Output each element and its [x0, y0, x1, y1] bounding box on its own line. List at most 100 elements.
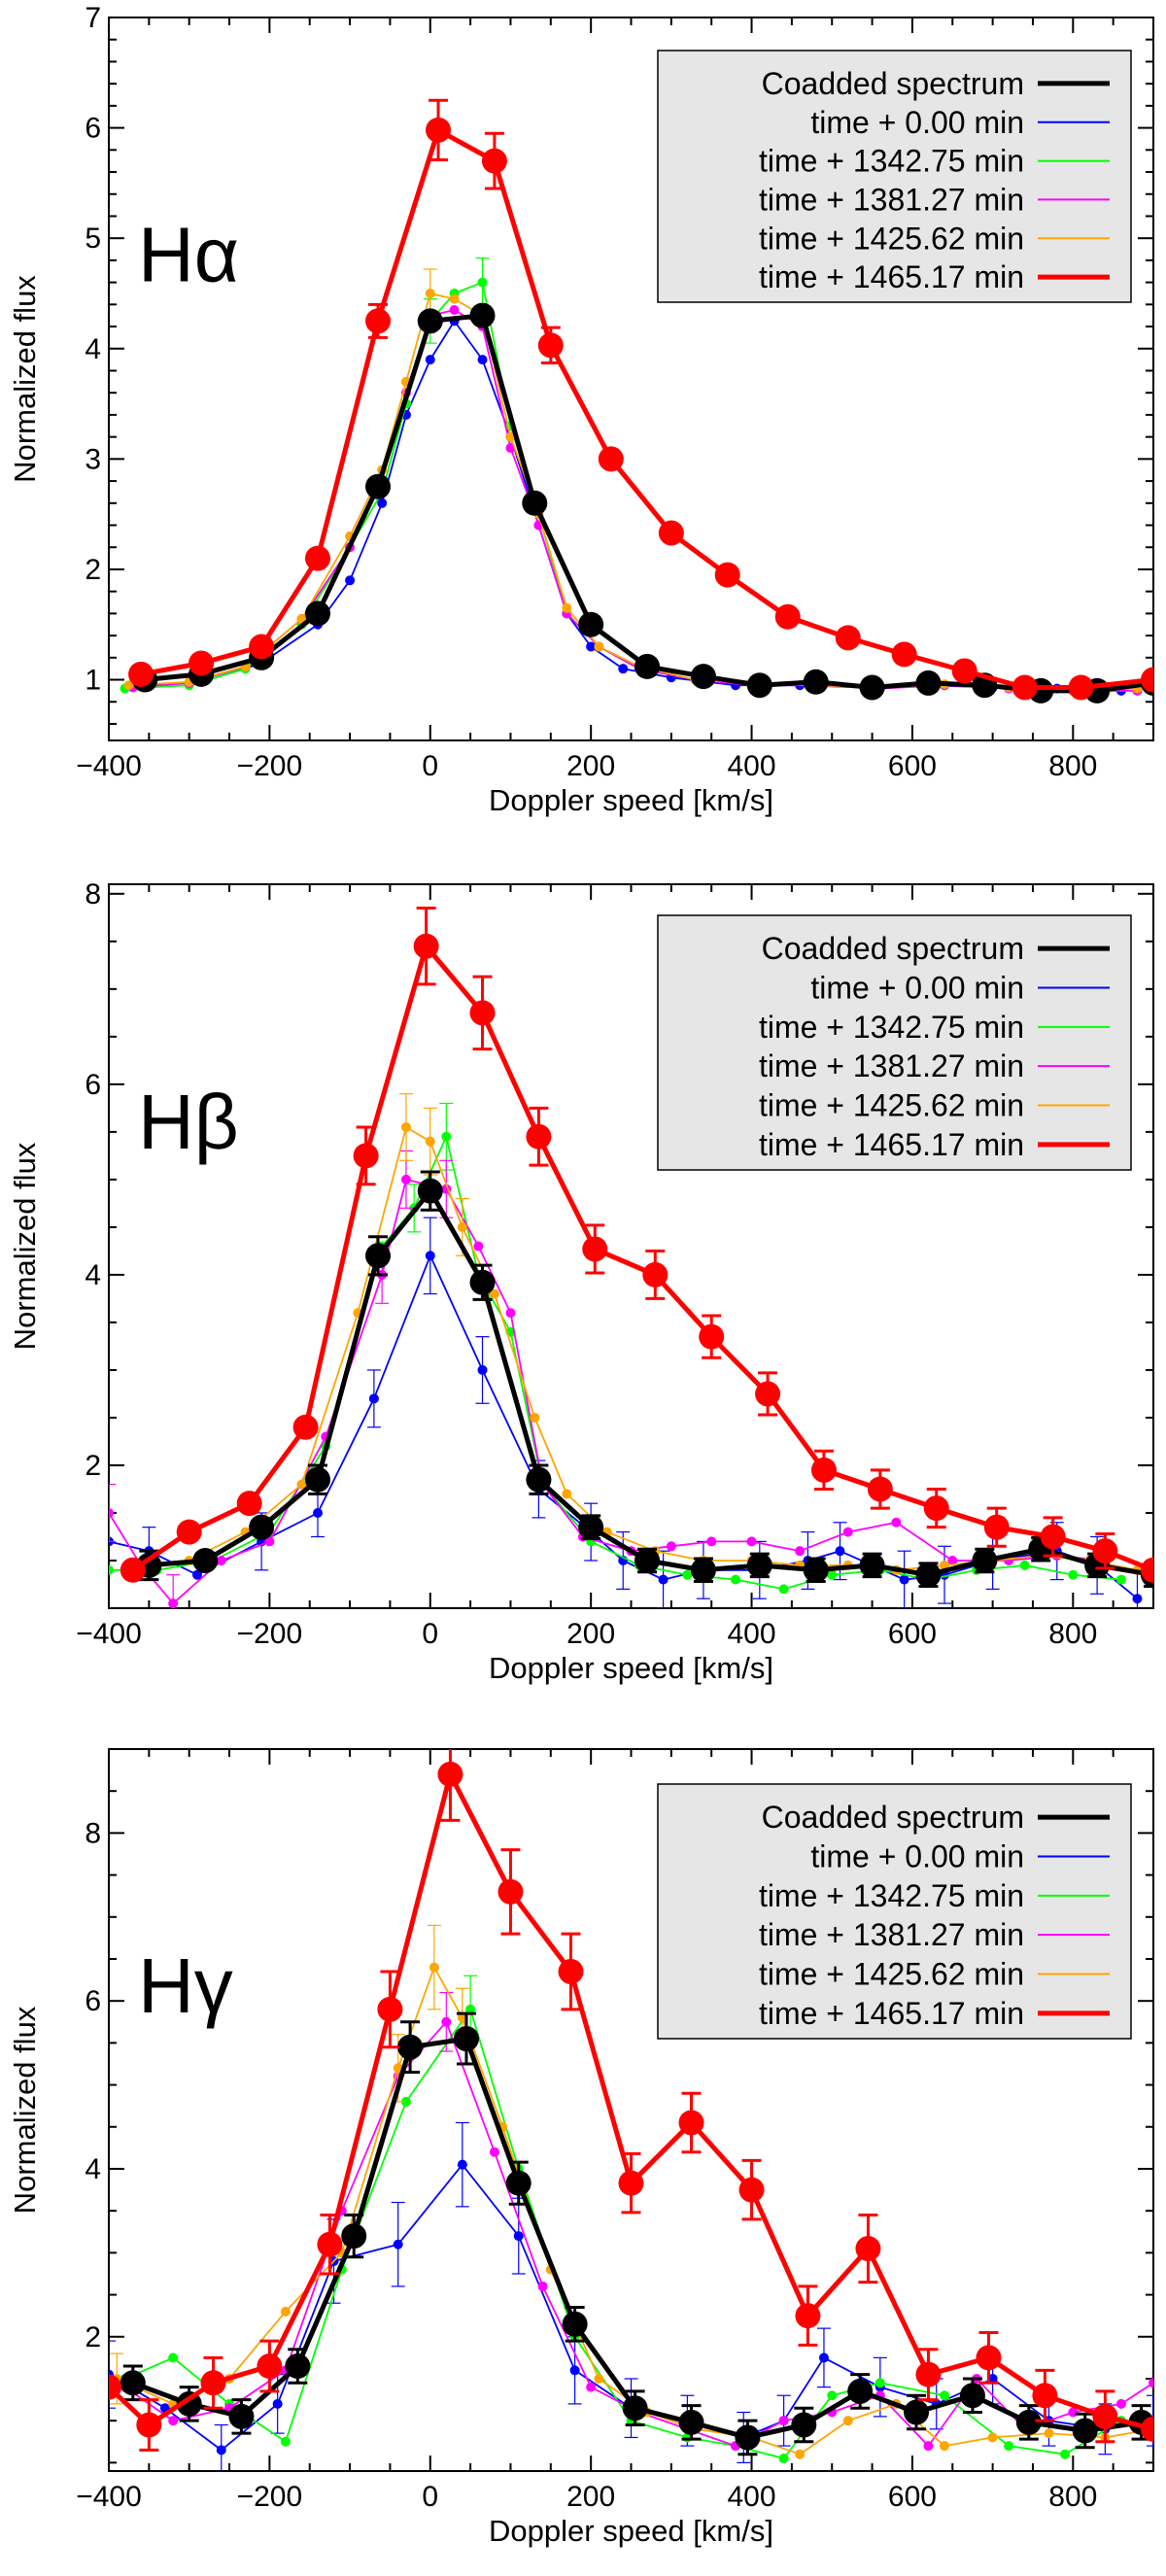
legend-label: Coadded spectrum [762, 66, 1024, 101]
data-point [176, 1519, 202, 1545]
series-group [120, 98, 1153, 704]
x-tick-label: 200 [566, 2481, 615, 2513]
x-tick-label: 600 [888, 1618, 937, 1650]
x-tick-label: 400 [728, 750, 776, 782]
data-point [109, 2374, 121, 2400]
data-point [400, 2096, 411, 2107]
data-point [983, 1514, 1010, 1540]
data-point [120, 2370, 146, 2396]
data-point [582, 1236, 608, 1262]
data-point [400, 1174, 411, 1185]
data-point [280, 2306, 291, 2317]
x-tick-label: 400 [728, 2481, 776, 2513]
data-point [425, 1136, 435, 1147]
data-point [1115, 2398, 1126, 2409]
y-tick-label: 7 [85, 2, 101, 34]
series-1 [136, 1170, 1153, 1588]
x-tick-label: −400 [76, 750, 142, 782]
data-point [891, 1517, 902, 1528]
y-tick-label: 4 [85, 333, 101, 365]
data-point [622, 2395, 648, 2421]
data-point [365, 308, 392, 334]
data-point [899, 1574, 909, 1585]
data-point [457, 1221, 467, 1232]
y-tick-label: 8 [85, 878, 101, 910]
x-tick-label: 0 [422, 2481, 438, 2513]
data-point [353, 1143, 379, 1169]
data-point [505, 431, 516, 442]
data-point [477, 277, 488, 288]
x-tick-label: 200 [566, 750, 615, 782]
data-point [417, 1178, 443, 1204]
legend-label: time + 1342.75 min [759, 144, 1024, 179]
data-point [746, 672, 772, 699]
series-line [128, 292, 1138, 692]
data-point [859, 674, 885, 701]
data-point [522, 490, 548, 516]
data-point [972, 1547, 998, 1573]
data-point [400, 1121, 411, 1132]
legend-label: time + 1381.27 min [759, 182, 1024, 217]
data-point [109, 1507, 114, 1518]
data-point [915, 2361, 942, 2387]
data-point [976, 2345, 1002, 2371]
y-tick-label: 2 [85, 2321, 101, 2353]
series-6 [109, 1749, 1153, 2452]
data-point [569, 2365, 580, 2376]
data-point [453, 2026, 479, 2052]
data-point [425, 1251, 435, 1261]
legend-label: time + 1425.62 min [759, 221, 1024, 256]
y-tick-label: 6 [85, 1985, 101, 2017]
data-point [176, 2390, 202, 2417]
data-point [803, 1557, 829, 1583]
data-point [598, 446, 624, 472]
data-point [228, 2403, 255, 2429]
legend-label: time + 0.00 min [810, 971, 1024, 1006]
data-point [123, 680, 134, 691]
x-tick-label: 600 [888, 2481, 937, 2513]
data-point [940, 2390, 949, 2401]
data-point [923, 2441, 934, 2452]
y-axis-title: Normalized flux [8, 2006, 42, 2214]
series-group [109, 907, 1153, 1608]
data-point [1141, 667, 1153, 693]
data-point [731, 1574, 740, 1585]
data-point [1092, 2403, 1118, 2429]
data-point [1060, 2449, 1071, 2459]
legend-label: Coadded spectrum [762, 1800, 1024, 1835]
data-point [795, 2303, 821, 2329]
data-point [818, 2353, 829, 2363]
data-point [842, 2416, 853, 2426]
data-point [746, 1536, 757, 1547]
data-point [489, 1288, 499, 1299]
series-4 [109, 1150, 1111, 1608]
data-point [795, 2449, 806, 2459]
data-point [774, 603, 801, 630]
data-point [855, 2236, 881, 2262]
data-point [1019, 1560, 1030, 1570]
data-point [473, 1241, 484, 1252]
data-point [1015, 2409, 1042, 2435]
y-tick-label: 4 [85, 1259, 101, 1291]
legend: Coadded spectrum time + 0.00 min time + 13… [657, 1783, 1132, 2040]
data-point [497, 1878, 524, 1905]
data-point [365, 473, 392, 499]
chart-panel-3: −400 −200 0 200 400 600 800 Doppler speed [km/s… [8, 1748, 1154, 2548]
data-point [429, 1962, 439, 1973]
data-point [264, 1536, 275, 1547]
data-point [835, 1546, 845, 1557]
legend-label: Coadded spectrum [762, 931, 1024, 966]
data-point [1132, 1594, 1143, 1604]
data-point [562, 2311, 588, 2337]
x-axis-title: Doppler speed [km/s] [489, 1651, 773, 1685]
data-point [867, 1476, 893, 1502]
x-tick-label: 200 [566, 1618, 615, 1650]
data-point [562, 602, 572, 613]
data-point [578, 1514, 604, 1540]
data-point [586, 2382, 597, 2392]
data-point [714, 562, 740, 588]
y-tick-label: 4 [85, 2153, 101, 2185]
legend-box [657, 50, 1132, 303]
data-point [292, 1414, 319, 1440]
